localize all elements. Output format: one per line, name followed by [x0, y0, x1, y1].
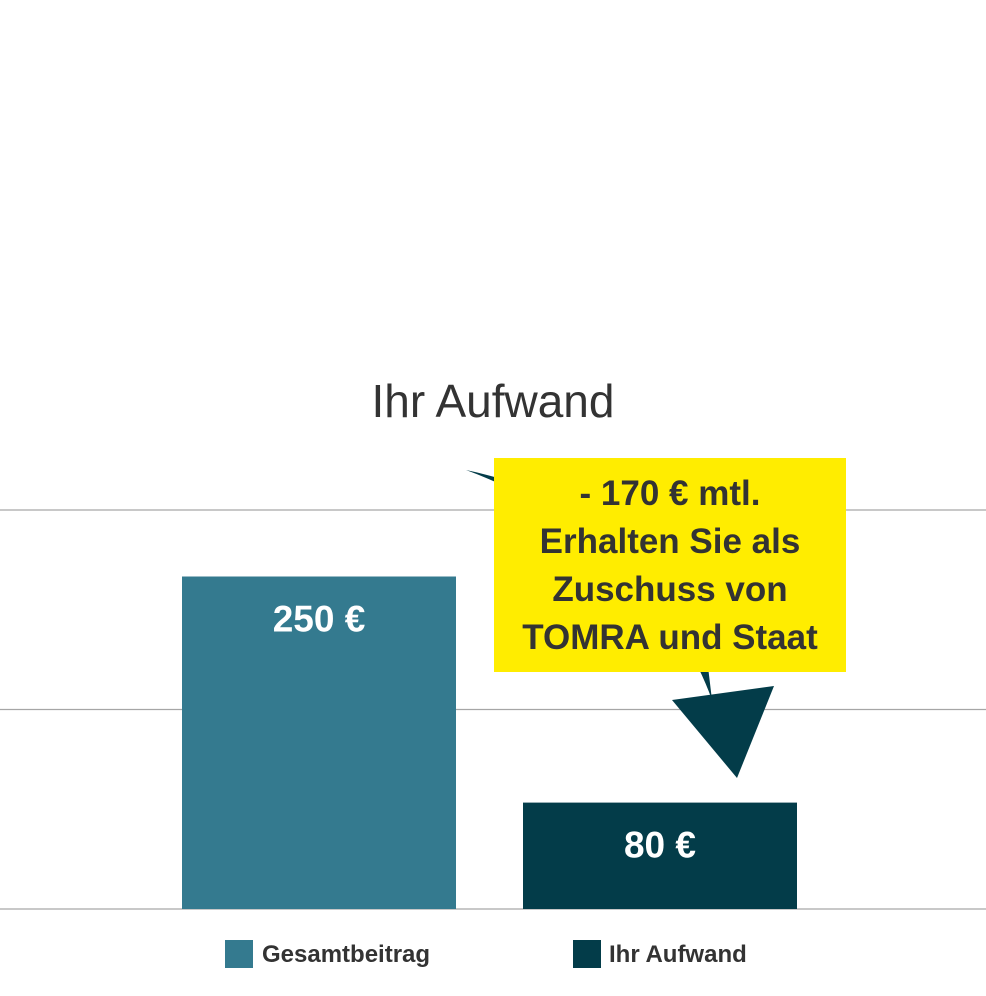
- bars: 250 € 80 €: [182, 576, 797, 909]
- bar-label-1: 80 €: [624, 825, 696, 866]
- legend-swatch-gesamtbeitrag: [225, 940, 253, 968]
- legend-label-gesamtbeitrag: Gesamtbeitrag: [262, 941, 430, 968]
- callout-line-2: Erhalten Sie als: [540, 522, 801, 561]
- callout-box: - 170 € mtl. Erhalten Sie als Zuschuss v…: [494, 458, 846, 672]
- callout-line-1: - 170 € mtl.: [580, 474, 761, 513]
- bar-label-0: 250 €: [273, 599, 366, 640]
- legend-label-ihr-aufwand: Ihr Aufwand: [609, 941, 747, 968]
- callout-line-3: Zuschuss von: [552, 570, 787, 609]
- callout-line-4: TOMRA und Staat: [522, 618, 818, 657]
- callout-background: [494, 458, 846, 672]
- bar-0: [182, 576, 456, 909]
- callout-arrow-head: [672, 686, 774, 778]
- legend: Gesamtbeitrag Ihr Aufwand: [225, 940, 747, 968]
- legend-swatch-ihr-aufwand: [573, 940, 601, 968]
- bar-1: [523, 802, 797, 909]
- chart-title: Ihr Aufwand: [372, 375, 615, 427]
